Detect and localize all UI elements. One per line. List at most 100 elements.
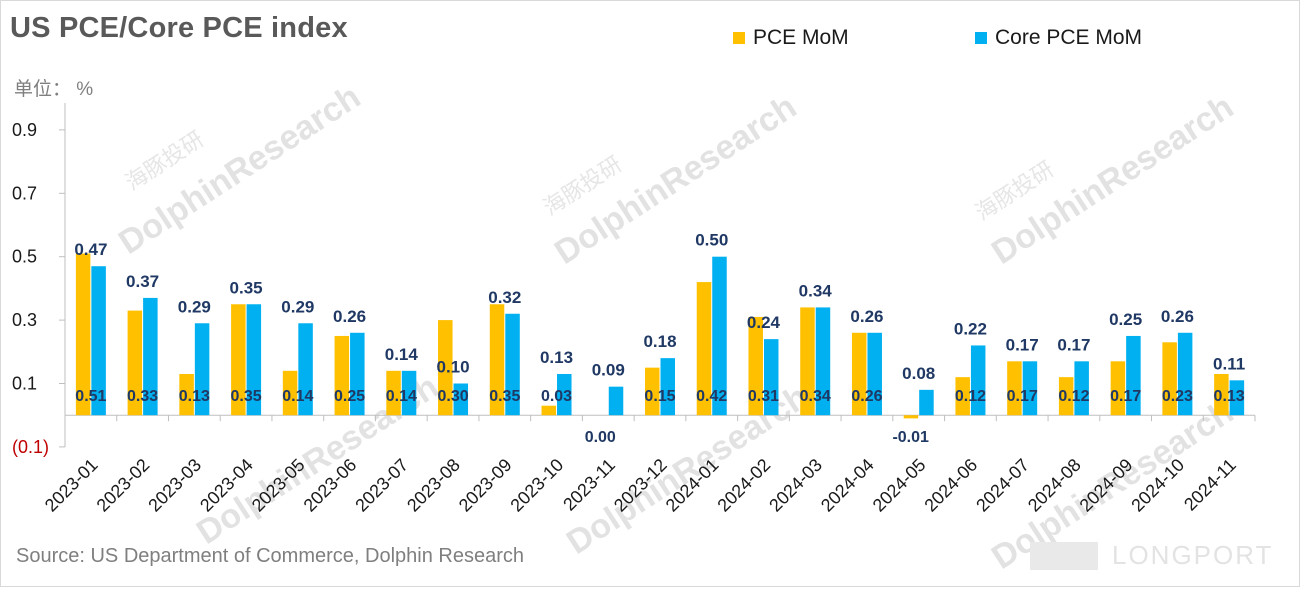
data-label-pce-mom: 0.03 bbox=[541, 388, 572, 405]
bar-core-pce-mom bbox=[867, 332, 882, 416]
bar-core-pce-mom bbox=[91, 266, 106, 416]
x-tick-label: 2024-11 bbox=[1180, 455, 1240, 515]
y-tick-label: 0.9 bbox=[12, 120, 37, 140]
data-label-core-pce-mom: 0.14 bbox=[385, 345, 419, 364]
bar-core-pce-mom bbox=[246, 304, 262, 416]
x-tick-label: 2023-11 bbox=[559, 455, 619, 515]
x-tick-label: 2024-09 bbox=[1076, 455, 1137, 516]
data-label-pce-mom: 0.35 bbox=[231, 388, 262, 405]
x-tick-label: 2024-05 bbox=[869, 455, 930, 516]
bar-core-pce-mom bbox=[557, 373, 572, 416]
bar-pce-mom bbox=[282, 370, 298, 416]
legend-label-pce: PCE MoM bbox=[753, 26, 849, 49]
longport-logo: LONGPORT bbox=[1030, 540, 1273, 571]
bar-pce-mom bbox=[386, 370, 401, 416]
bar-pce-mom bbox=[1007, 361, 1022, 416]
data-label-pce-mom: 0.17 bbox=[1110, 388, 1141, 405]
bar-pce-mom bbox=[748, 316, 763, 416]
unit-label: 单位： % bbox=[14, 79, 94, 100]
data-label-pce-mom: 0.13 bbox=[1214, 388, 1245, 405]
data-label-core-pce-mom: 0.11 bbox=[1213, 354, 1245, 373]
data-label-core-pce-mom: 0.35 bbox=[230, 278, 263, 297]
data-label-pce-mom: 0.15 bbox=[644, 388, 675, 405]
y-tick-label: 0.7 bbox=[12, 183, 37, 203]
data-label-core-pce-mom: 0.29 bbox=[178, 297, 211, 316]
x-tick-label: 2023-03 bbox=[144, 455, 205, 516]
legend-item-core-pce: Core PCE MoM bbox=[975, 26, 1142, 50]
data-label-pce-mom: 0.13 bbox=[179, 388, 210, 405]
data-label-core-pce-mom: 0.29 bbox=[281, 297, 314, 316]
x-tick-label: 2024-04 bbox=[817, 455, 878, 516]
y-tick-label: 0.5 bbox=[12, 247, 37, 267]
x-tick-label: 2024-02 bbox=[713, 455, 774, 516]
bar-pce-mom bbox=[179, 373, 194, 416]
bar-core-pce-mom bbox=[712, 256, 727, 416]
logo-text: LONGPORT bbox=[1112, 540, 1274, 570]
data-label-pce-mom: 0.34 bbox=[800, 388, 831, 405]
bar-core-pce-mom bbox=[143, 297, 158, 416]
bar-core-pce-mom bbox=[350, 332, 365, 416]
bar-core-pce-mom bbox=[298, 323, 313, 416]
source-note: Source: US Department of Commerce, Dolph… bbox=[16, 545, 524, 567]
y-tick-label: (0.1) bbox=[12, 437, 49, 457]
bar-core-pce-mom bbox=[401, 370, 417, 416]
x-tick-label: 2024-08 bbox=[1024, 455, 1085, 516]
data-label-pce-mom: 0.12 bbox=[955, 388, 986, 405]
bar-core-pce-mom bbox=[660, 358, 675, 416]
bar-core-pce-mom bbox=[505, 313, 520, 416]
x-tick-label: 2023-01 bbox=[41, 455, 102, 516]
data-label-core-pce-mom: 0.10 bbox=[436, 358, 469, 377]
data-label-pce-mom: 0.42 bbox=[696, 388, 727, 405]
bar-pce-mom bbox=[645, 367, 660, 416]
data-label-pce-mom: 0.26 bbox=[851, 388, 882, 405]
bar-pce-mom bbox=[489, 304, 505, 416]
chart-title: US PCE/Core PCE index bbox=[10, 12, 348, 44]
x-tick-label: 2023-05 bbox=[248, 455, 309, 516]
x-tick-label: 2024-07 bbox=[972, 455, 1033, 516]
bar-pce-mom bbox=[127, 310, 143, 416]
bar-pce-mom bbox=[1110, 361, 1126, 416]
bar-pce-mom bbox=[1058, 377, 1074, 416]
data-label-core-pce-mom: 0.47 bbox=[74, 240, 107, 259]
x-tick-label: 2023-06 bbox=[300, 455, 361, 516]
data-label-pce-mom: 0.14 bbox=[282, 388, 313, 405]
data-label-extra: 0.00 bbox=[585, 429, 616, 446]
data-label-core-pce-mom: 0.26 bbox=[333, 307, 366, 326]
bar-core-pce-mom bbox=[763, 339, 779, 416]
legend-item-pce: PCE MoM bbox=[733, 26, 849, 50]
bar-core-pce-mom bbox=[1177, 332, 1193, 416]
y-tick-label: 0.1 bbox=[12, 374, 37, 394]
bar-pce-mom bbox=[851, 332, 867, 416]
x-tick-label: 2024-01 bbox=[662, 455, 723, 516]
data-label-pce-mom: 0.31 bbox=[748, 388, 779, 405]
bar-pce-mom bbox=[231, 304, 246, 416]
bar-pce-mom bbox=[1214, 373, 1229, 416]
bar-pce-mom bbox=[903, 415, 919, 419]
data-label-pce-mom: 0.30 bbox=[437, 388, 468, 405]
x-tick-label: 2023-08 bbox=[403, 455, 464, 516]
bar-core-pce-mom bbox=[1126, 335, 1141, 416]
data-label-core-pce-mom: 0.08 bbox=[902, 364, 935, 383]
bar-pce-mom bbox=[1162, 342, 1177, 416]
data-label-pce-mom: 0.25 bbox=[334, 388, 365, 405]
x-tick-label: 2023-04 bbox=[196, 455, 257, 516]
y-tick-label: 0.3 bbox=[12, 310, 37, 330]
bar-pce-mom bbox=[75, 253, 91, 416]
x-tick-label: 2023-09 bbox=[455, 455, 516, 516]
data-label-core-pce-mom: 0.22 bbox=[954, 319, 987, 338]
data-label-pce-mom: 0.12 bbox=[1058, 388, 1089, 405]
data-label-pce-mom: 0.14 bbox=[386, 388, 417, 405]
bar-core-pce-mom bbox=[1229, 380, 1245, 416]
data-label-core-pce-mom: 0.18 bbox=[643, 332, 676, 351]
data-label-core-pce-mom: 0.26 bbox=[850, 307, 883, 326]
legend-swatch-pce bbox=[733, 32, 745, 44]
x-tick-label: 2023-12 bbox=[610, 455, 671, 516]
bar-core-pce-mom bbox=[970, 345, 986, 416]
data-label-core-pce-mom: 0.50 bbox=[695, 231, 728, 250]
bar-pce-mom bbox=[800, 307, 815, 416]
legend-swatch-core-pce bbox=[975, 32, 987, 44]
bar-core-pce-mom bbox=[815, 307, 831, 416]
legend-label-core-pce: Core PCE MoM bbox=[995, 26, 1143, 49]
bar-pce-mom bbox=[955, 377, 970, 416]
